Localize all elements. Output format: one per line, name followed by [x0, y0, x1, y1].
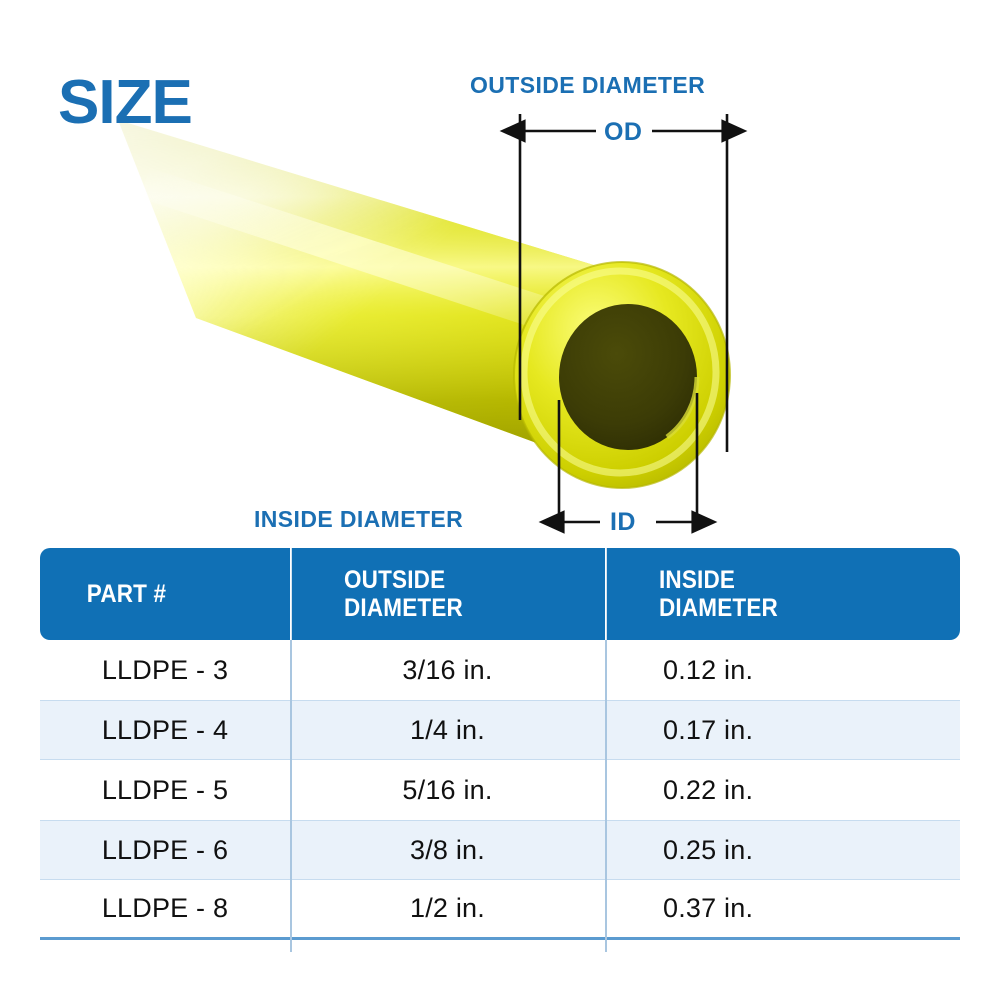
- cell-outside-diameter: 1/4 in.: [410, 714, 485, 745]
- column-header-id-line-1: INSIDE: [659, 566, 736, 594]
- column-header-inside-diameter: INSIDE DIAMETER: [605, 548, 925, 640]
- column-divider-2: [605, 640, 607, 952]
- table-row: LLDPE - 8 1/2 in. 0.37 in.: [40, 880, 960, 940]
- column-header-id-line-2: DIAMETER: [659, 594, 778, 622]
- table-row: LLDPE - 5 5/16 in. 0.22 in.: [40, 760, 960, 820]
- cell-outside-diameter: 5/16 in.: [402, 774, 493, 805]
- cell-outside-diameter: 3/16 in.: [402, 654, 493, 685]
- column-header-part-line-1: PART #: [86, 580, 167, 608]
- inside-diameter-abbr: ID: [610, 508, 636, 536]
- cell-inside-diameter: 0.25 in.: [663, 834, 754, 865]
- table-row: LLDPE - 3 3/16 in. 0.12 in.: [40, 640, 960, 700]
- dimension-lines: [499, 114, 748, 534]
- cell-part: LLDPE - 5: [101, 774, 229, 805]
- cell-part: LLDPE - 4: [101, 714, 229, 745]
- cell-inside-diameter: 0.22 in.: [663, 774, 754, 805]
- inside-diameter-label: INSIDE DIAMETER: [254, 506, 464, 532]
- specification-table: PART # OUTSIDE DIAMETER INSIDE DIAMETER …: [40, 548, 960, 952]
- column-header-outside-diameter: OUTSIDE DIAMETER: [290, 548, 574, 640]
- outside-diameter-abbr: OD: [604, 118, 643, 146]
- cell-outside-diameter: 1/2 in.: [410, 893, 485, 923]
- cell-inside-diameter: 0.37 in.: [663, 893, 754, 923]
- outside-diameter-label: OUTSIDE DIAMETER: [470, 72, 706, 98]
- table-row: LLDPE - 4 1/4 in. 0.17 in.: [40, 700, 960, 760]
- page-title: SIZE: [58, 68, 193, 137]
- column-header-od-line-2: DIAMETER: [344, 594, 463, 622]
- cell-part: LLDPE - 3: [101, 654, 229, 685]
- cell-outside-diameter: 3/8 in.: [410, 834, 485, 865]
- cell-part: LLDPE - 6: [101, 834, 229, 865]
- column-header-part: PART #: [40, 548, 265, 640]
- column-header-od-line-1: OUTSIDE: [344, 566, 446, 594]
- cell-part: LLDPE - 8: [101, 893, 229, 923]
- column-divider-1: [290, 640, 292, 952]
- table-row: LLDPE - 6 3/8 in. 0.25 in.: [40, 820, 960, 880]
- table-header-row: PART # OUTSIDE DIAMETER INSIDE DIAMETER: [40, 548, 960, 640]
- cell-inside-diameter: 0.12 in.: [663, 654, 754, 685]
- cell-inside-diameter: 0.17 in.: [663, 714, 754, 745]
